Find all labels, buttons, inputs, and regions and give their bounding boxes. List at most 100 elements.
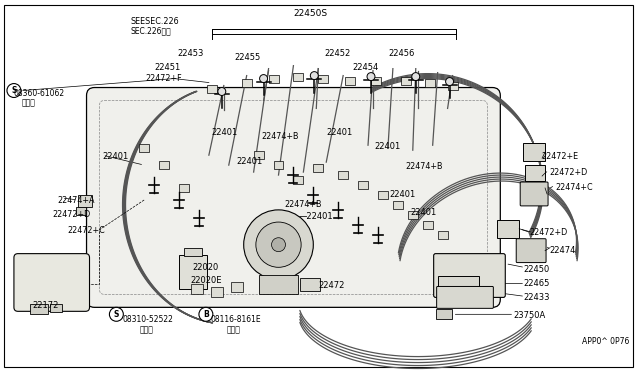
Bar [293, 73, 303, 81]
Bar [300, 278, 320, 291]
Bar [358, 181, 368, 189]
Text: —22401: —22401 [298, 212, 333, 221]
Circle shape [244, 210, 314, 279]
Text: 22465: 22465 [523, 279, 550, 289]
Bar [159, 161, 169, 169]
Bar [259, 275, 298, 294]
FancyBboxPatch shape [86, 87, 500, 307]
Text: 22474+B: 22474+B [284, 200, 322, 209]
Text: （１）: （１） [227, 325, 241, 334]
Text: 22454: 22454 [352, 62, 378, 72]
Bar [438, 276, 479, 294]
Bar [184, 248, 202, 256]
Text: 22401: 22401 [212, 128, 238, 137]
FancyBboxPatch shape [434, 254, 506, 297]
FancyBboxPatch shape [436, 286, 493, 308]
Text: B: B [203, 310, 209, 319]
Text: 22472+E: 22472+E [541, 152, 578, 161]
Text: 22474+B: 22474+B [262, 132, 299, 141]
Text: 22172: 22172 [33, 301, 59, 310]
Text: 22020E: 22020E [190, 276, 221, 285]
Bar [338, 171, 348, 179]
Bar [77, 195, 92, 207]
Bar [231, 282, 243, 292]
Circle shape [367, 73, 375, 81]
Bar [76, 207, 86, 215]
Text: 22401: 22401 [374, 142, 400, 151]
Bar [269, 75, 278, 83]
Text: （１）: （１） [22, 99, 36, 108]
Text: S: S [114, 310, 119, 319]
Bar [497, 220, 519, 238]
Bar [447, 81, 458, 90]
Circle shape [218, 87, 226, 96]
Bar [179, 254, 207, 289]
Bar [211, 288, 223, 297]
Text: 22450S: 22450S [293, 9, 328, 18]
Bar [438, 231, 447, 239]
Bar [50, 304, 61, 312]
Text: 22455: 22455 [235, 53, 261, 62]
Bar [378, 191, 388, 199]
Bar [207, 84, 217, 93]
Bar [425, 78, 435, 87]
Text: 22451: 22451 [154, 62, 180, 72]
Text: 22474: 22474 [549, 246, 575, 255]
Circle shape [260, 75, 268, 83]
Bar [523, 143, 545, 161]
Bar [191, 285, 203, 294]
Text: 22401: 22401 [389, 190, 415, 199]
Text: 22472+D: 22472+D [529, 228, 568, 237]
Text: 22472+D: 22472+D [549, 168, 588, 177]
Circle shape [199, 307, 213, 321]
Bar [273, 161, 284, 169]
Bar [408, 211, 418, 219]
Text: 22433: 22433 [523, 294, 550, 302]
Text: 22401: 22401 [102, 152, 129, 161]
Text: 22472+C: 22472+C [68, 226, 106, 235]
Text: 22472+F: 22472+F [145, 74, 182, 83]
Circle shape [412, 73, 420, 81]
Text: 22474+A: 22474+A [58, 196, 95, 205]
Circle shape [256, 222, 301, 267]
Bar [436, 310, 452, 319]
Bar [371, 77, 381, 84]
Text: 08116-8161E: 08116-8161E [211, 315, 262, 324]
FancyBboxPatch shape [520, 182, 548, 206]
Bar [318, 75, 328, 83]
Text: 22401: 22401 [411, 208, 437, 217]
Bar [314, 164, 323, 172]
Text: 08310-52522: 08310-52522 [122, 315, 173, 324]
Text: 22401: 22401 [237, 157, 263, 166]
Circle shape [271, 238, 285, 251]
Text: 22450: 22450 [523, 264, 549, 273]
Text: （２）: （２） [140, 325, 153, 334]
Bar [30, 304, 48, 314]
Circle shape [7, 84, 21, 97]
FancyBboxPatch shape [14, 254, 90, 311]
Text: 22020: 22020 [192, 263, 218, 272]
Bar [179, 184, 189, 192]
Text: 22472: 22472 [318, 282, 345, 291]
Text: S: S [12, 86, 17, 95]
Bar [393, 201, 403, 209]
Text: APP0^ 0P76: APP0^ 0P76 [582, 337, 629, 346]
Circle shape [445, 78, 454, 86]
Bar [401, 77, 411, 84]
Text: 22456: 22456 [388, 49, 414, 58]
Bar [242, 78, 252, 87]
Text: 22474+B: 22474+B [406, 162, 444, 171]
Text: 22453: 22453 [177, 49, 204, 58]
Text: 08360-61062: 08360-61062 [14, 89, 65, 97]
Text: SEESEC.226: SEESEC.226 [131, 17, 179, 26]
Circle shape [310, 72, 318, 80]
Text: 22452: 22452 [324, 49, 351, 58]
Bar [293, 176, 303, 184]
FancyBboxPatch shape [516, 239, 546, 263]
Bar [345, 77, 355, 84]
Text: 22474+C: 22474+C [555, 183, 593, 192]
Text: 22401: 22401 [326, 128, 353, 137]
Bar [423, 221, 433, 229]
Bar [525, 165, 545, 181]
Circle shape [109, 307, 124, 321]
